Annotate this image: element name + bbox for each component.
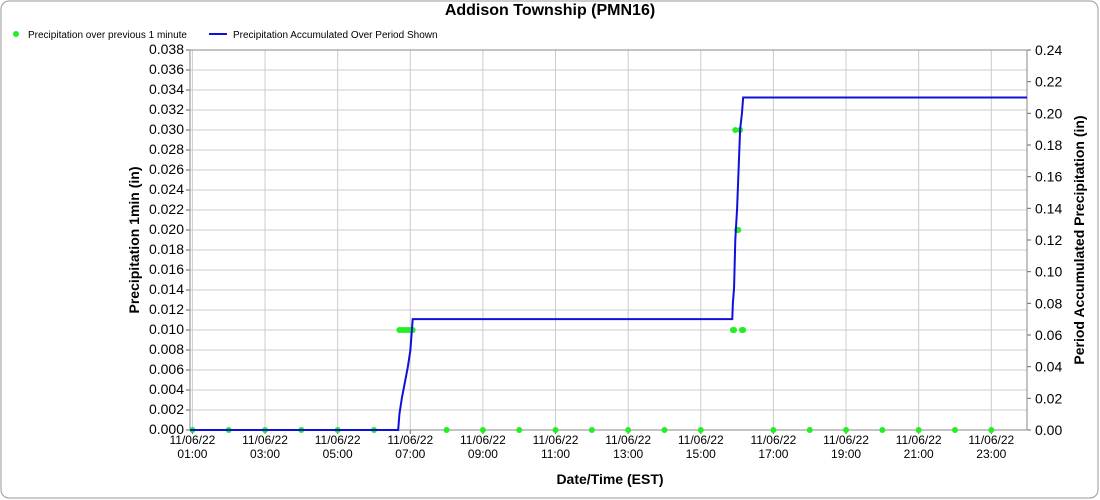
y-tick-label: 0.014 bbox=[149, 281, 184, 297]
x-tick-label: 11/06/22 05:00 bbox=[314, 433, 361, 461]
data-point bbox=[552, 427, 559, 433]
y-tick-label: 0.026 bbox=[149, 161, 184, 177]
y-tick-label: 0.002 bbox=[149, 401, 184, 417]
y2-tick-label: 0.22 bbox=[1035, 74, 1062, 90]
y2-tick-label: 0.12 bbox=[1035, 232, 1062, 248]
data-point bbox=[951, 427, 958, 433]
y-tick-label: 0.022 bbox=[149, 201, 184, 217]
x-tick-label: 11/06/22 09:00 bbox=[459, 433, 506, 461]
legend-label: Precipitation over previous 1 minute bbox=[28, 30, 187, 41]
y-tick-label: 0.016 bbox=[149, 261, 184, 277]
data-point bbox=[879, 427, 886, 433]
data-point bbox=[806, 427, 813, 433]
y-tick-label: 0.030 bbox=[149, 121, 184, 137]
y-tick-label: 0.012 bbox=[149, 301, 184, 317]
y-tick-label: 0.008 bbox=[149, 341, 184, 357]
y2-tick-label: 0.08 bbox=[1035, 295, 1062, 311]
y-tick-label: 0.000 bbox=[149, 421, 184, 437]
data-point bbox=[732, 127, 739, 133]
data-point bbox=[988, 427, 995, 433]
y-tick-label: 0.034 bbox=[149, 81, 184, 97]
y-tick-label: 0.010 bbox=[149, 321, 184, 337]
data-point bbox=[516, 427, 523, 433]
x-tick-label: 11/06/22 13:00 bbox=[605, 433, 652, 461]
data-point bbox=[443, 427, 450, 433]
x-tick-label: 11/06/22 01:00 bbox=[169, 433, 216, 461]
data-point bbox=[625, 427, 632, 433]
y-tick-label: 0.006 bbox=[149, 361, 184, 377]
series-line bbox=[190, 96, 1027, 431]
data-point bbox=[697, 427, 704, 433]
plot-border bbox=[189, 49, 1028, 431]
y-tick-label: 0.020 bbox=[149, 221, 184, 237]
x-tick-label: 11/06/22 19:00 bbox=[823, 433, 869, 461]
y2-tick-label: 0.10 bbox=[1035, 264, 1062, 280]
x-axis-label: Date/Time (EST) bbox=[556, 471, 663, 487]
x-tick-label: 11/06/22 15:00 bbox=[677, 433, 724, 461]
data-point bbox=[661, 427, 668, 433]
chart-title: Addison Township (PMN16) bbox=[445, 2, 655, 19]
y-tick-label: 0.024 bbox=[149, 181, 184, 197]
plot-area bbox=[189, 49, 1028, 431]
data-point bbox=[843, 427, 850, 433]
y-axis-label: Precipitation 1min (in) bbox=[126, 166, 142, 313]
data-point bbox=[740, 327, 747, 333]
y-tick-label: 0.036 bbox=[149, 61, 184, 77]
x-tick-label: 11/06/22 23:00 bbox=[968, 433, 1015, 461]
y2-tick-label: 0.16 bbox=[1035, 169, 1062, 185]
data-point bbox=[915, 427, 922, 433]
data-point bbox=[770, 427, 777, 433]
x-tick-label: 11/06/22 11:00 bbox=[532, 433, 579, 461]
x-tick-label: 11/06/22 21:00 bbox=[895, 433, 942, 461]
y2-tick-label: 0.02 bbox=[1035, 390, 1062, 406]
y2-tick-label: 0.14 bbox=[1035, 200, 1062, 216]
legend-label: Precipitation Accumulated Over Period Sh… bbox=[233, 30, 438, 41]
y2-axis-label: Period Accumulated Precipitation (in) bbox=[1071, 115, 1087, 364]
x-tick-label: 11/06/22 17:00 bbox=[750, 433, 797, 461]
y2-tick-label: 0.06 bbox=[1035, 327, 1062, 343]
y2-tick-label: 0.04 bbox=[1035, 359, 1062, 375]
x-tick-label: 11/06/22 03:00 bbox=[242, 433, 288, 461]
y-tick-label: 0.032 bbox=[149, 101, 184, 117]
y-tick-label: 0.004 bbox=[149, 381, 184, 397]
y2-tick-label: 0.18 bbox=[1035, 137, 1062, 153]
legend-swatch bbox=[13, 31, 19, 37]
y-tick-label: 0.028 bbox=[149, 141, 184, 157]
data-point bbox=[731, 327, 738, 333]
y-tick-label: 0.018 bbox=[149, 241, 184, 257]
x-tick-label: 11/06/22 07:00 bbox=[387, 433, 434, 461]
y-tick-label: 0.038 bbox=[149, 41, 184, 57]
y2-tick-label: 0.20 bbox=[1035, 105, 1062, 121]
data-point bbox=[588, 427, 595, 433]
y2-tick-label: 0.24 bbox=[1035, 42, 1062, 58]
y2-tick-label: 0.00 bbox=[1035, 422, 1062, 438]
data-point bbox=[479, 427, 486, 433]
